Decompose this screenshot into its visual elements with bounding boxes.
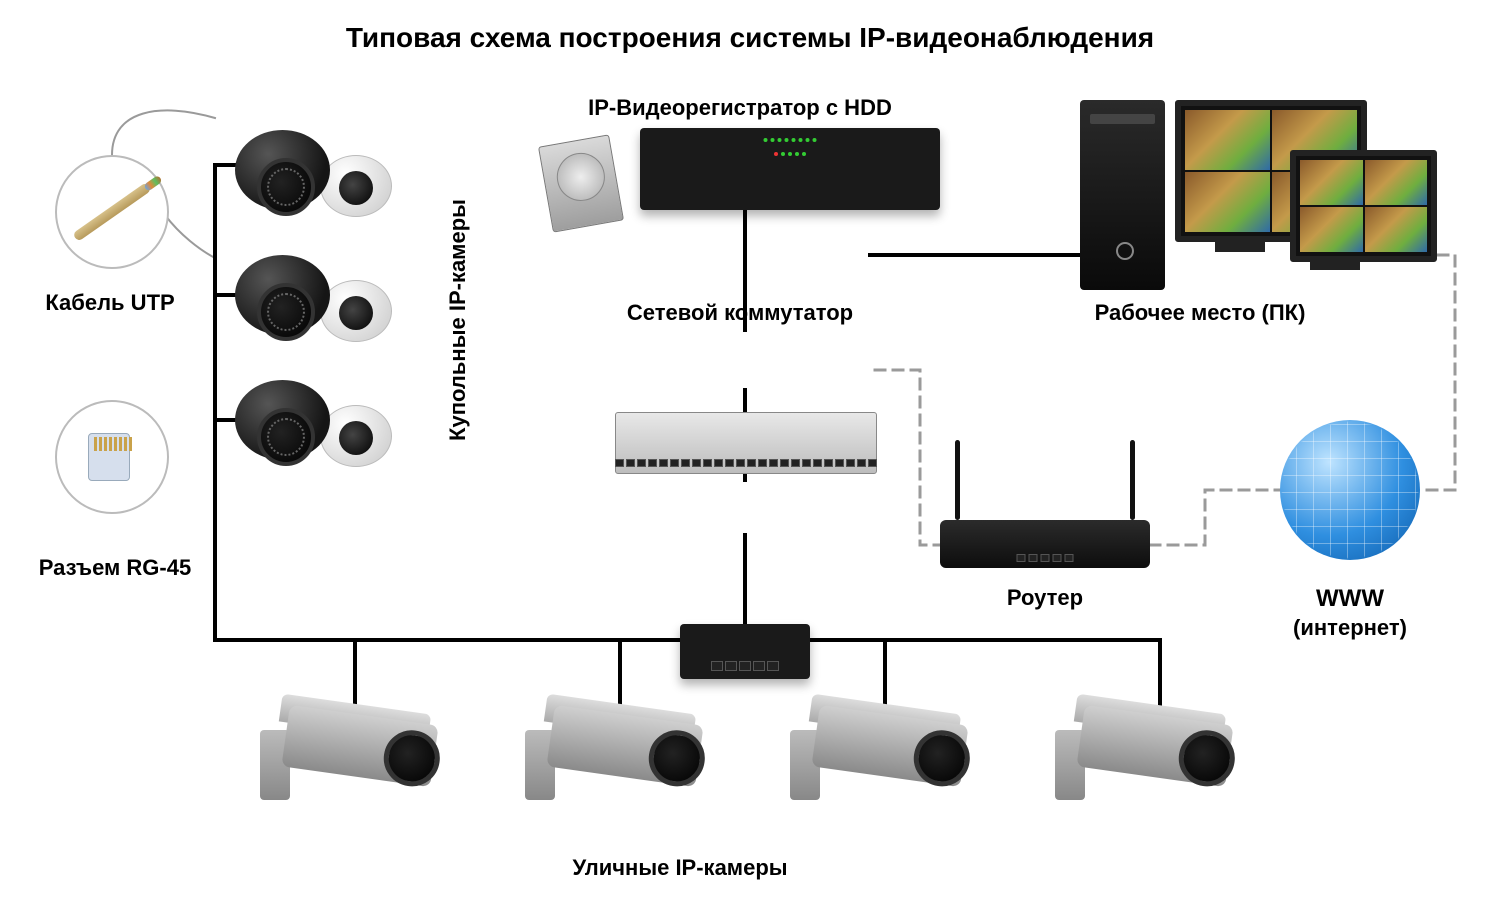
ppoe-switch bbox=[680, 624, 810, 679]
nvr-device bbox=[640, 128, 940, 210]
bullet-camera-2 bbox=[520, 700, 730, 830]
monitor-secondary-stand bbox=[1310, 260, 1360, 270]
utp-cable-icon bbox=[55, 155, 169, 269]
router-antenna-left-icon bbox=[955, 440, 960, 520]
monitor-primary-stand bbox=[1215, 242, 1265, 252]
router-antenna-right-icon bbox=[1130, 440, 1135, 520]
rj45-connector-icon bbox=[55, 400, 169, 514]
diagram-title: Типовая схема построения системы IP-виде… bbox=[346, 22, 1154, 54]
label-utp: Кабель UTP bbox=[45, 290, 174, 316]
dome-camera-3 bbox=[235, 370, 395, 470]
pc-tower-icon bbox=[1080, 100, 1165, 290]
label-internet: (интернет) bbox=[1293, 615, 1407, 641]
diagram-stage: Типовая схема построения системы IP-виде… bbox=[0, 0, 1500, 900]
label-rj45: Разъем RG-45 bbox=[39, 555, 191, 581]
label-nvr: IP-Видеорегистратор с HDD bbox=[588, 95, 892, 121]
hdd-icon bbox=[538, 134, 624, 232]
dome-camera-1 bbox=[235, 120, 395, 220]
label-router: Роутер bbox=[1007, 585, 1083, 611]
label-www: WWW bbox=[1316, 585, 1384, 613]
label-workstation: Рабочее место (ПК) bbox=[1095, 300, 1306, 326]
monitor-secondary bbox=[1290, 150, 1437, 262]
router-device bbox=[940, 520, 1150, 568]
bullet-camera-4 bbox=[1050, 700, 1260, 830]
bullet-camera-1 bbox=[255, 700, 465, 830]
bullet-camera-3 bbox=[785, 700, 995, 830]
internet-globe-icon bbox=[1280, 420, 1420, 560]
label-dome-vertical: Купольные IP-камеры bbox=[445, 199, 471, 441]
label-switch: Сетевой коммутатор bbox=[627, 300, 853, 326]
dome-camera-2 bbox=[235, 245, 395, 345]
network-switch bbox=[615, 412, 877, 474]
label-outdoor: Уличные IP-камеры bbox=[572, 855, 787, 881]
